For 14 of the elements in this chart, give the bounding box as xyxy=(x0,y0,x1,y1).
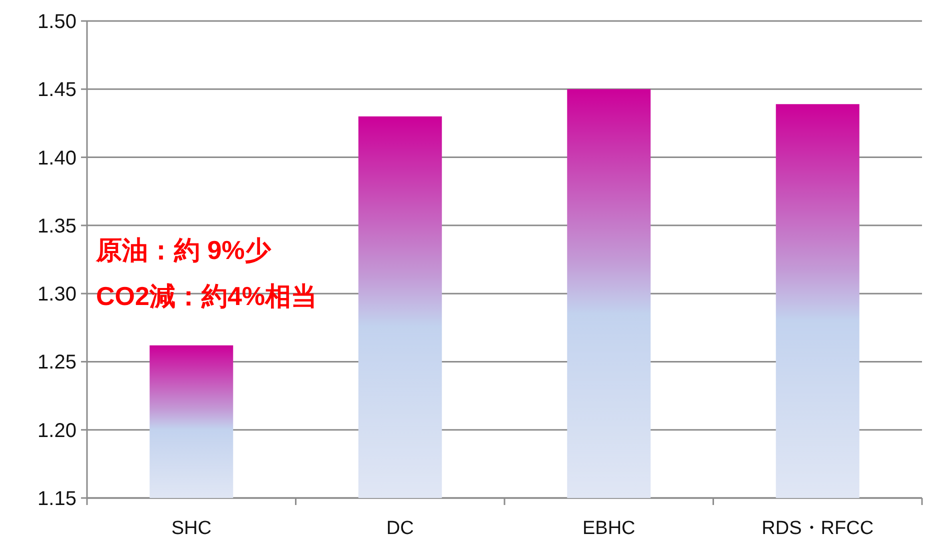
y-tick-label: 1.15 xyxy=(38,488,76,510)
y-tick-label: 1.35 xyxy=(38,215,76,238)
annotation: 原油：約 9%少 xyxy=(95,235,272,265)
x-tick-label: DC xyxy=(386,518,414,539)
y-tick-label: 1.25 xyxy=(38,352,76,374)
y-tick-label: 1.30 xyxy=(38,284,76,306)
x-tick-label: RDS・RFCC xyxy=(762,518,874,539)
y-tick-label: 1.20 xyxy=(38,420,76,442)
x-tick-label: EBHC xyxy=(582,518,636,539)
x-tick-label: SHC xyxy=(171,518,212,539)
y-tick-label: 1.45 xyxy=(38,79,76,102)
y-tick-label: 1.50 xyxy=(38,11,76,33)
annotation: CO2減：約4%相当 xyxy=(96,281,318,311)
y-tick-label: 1.40 xyxy=(38,147,76,170)
